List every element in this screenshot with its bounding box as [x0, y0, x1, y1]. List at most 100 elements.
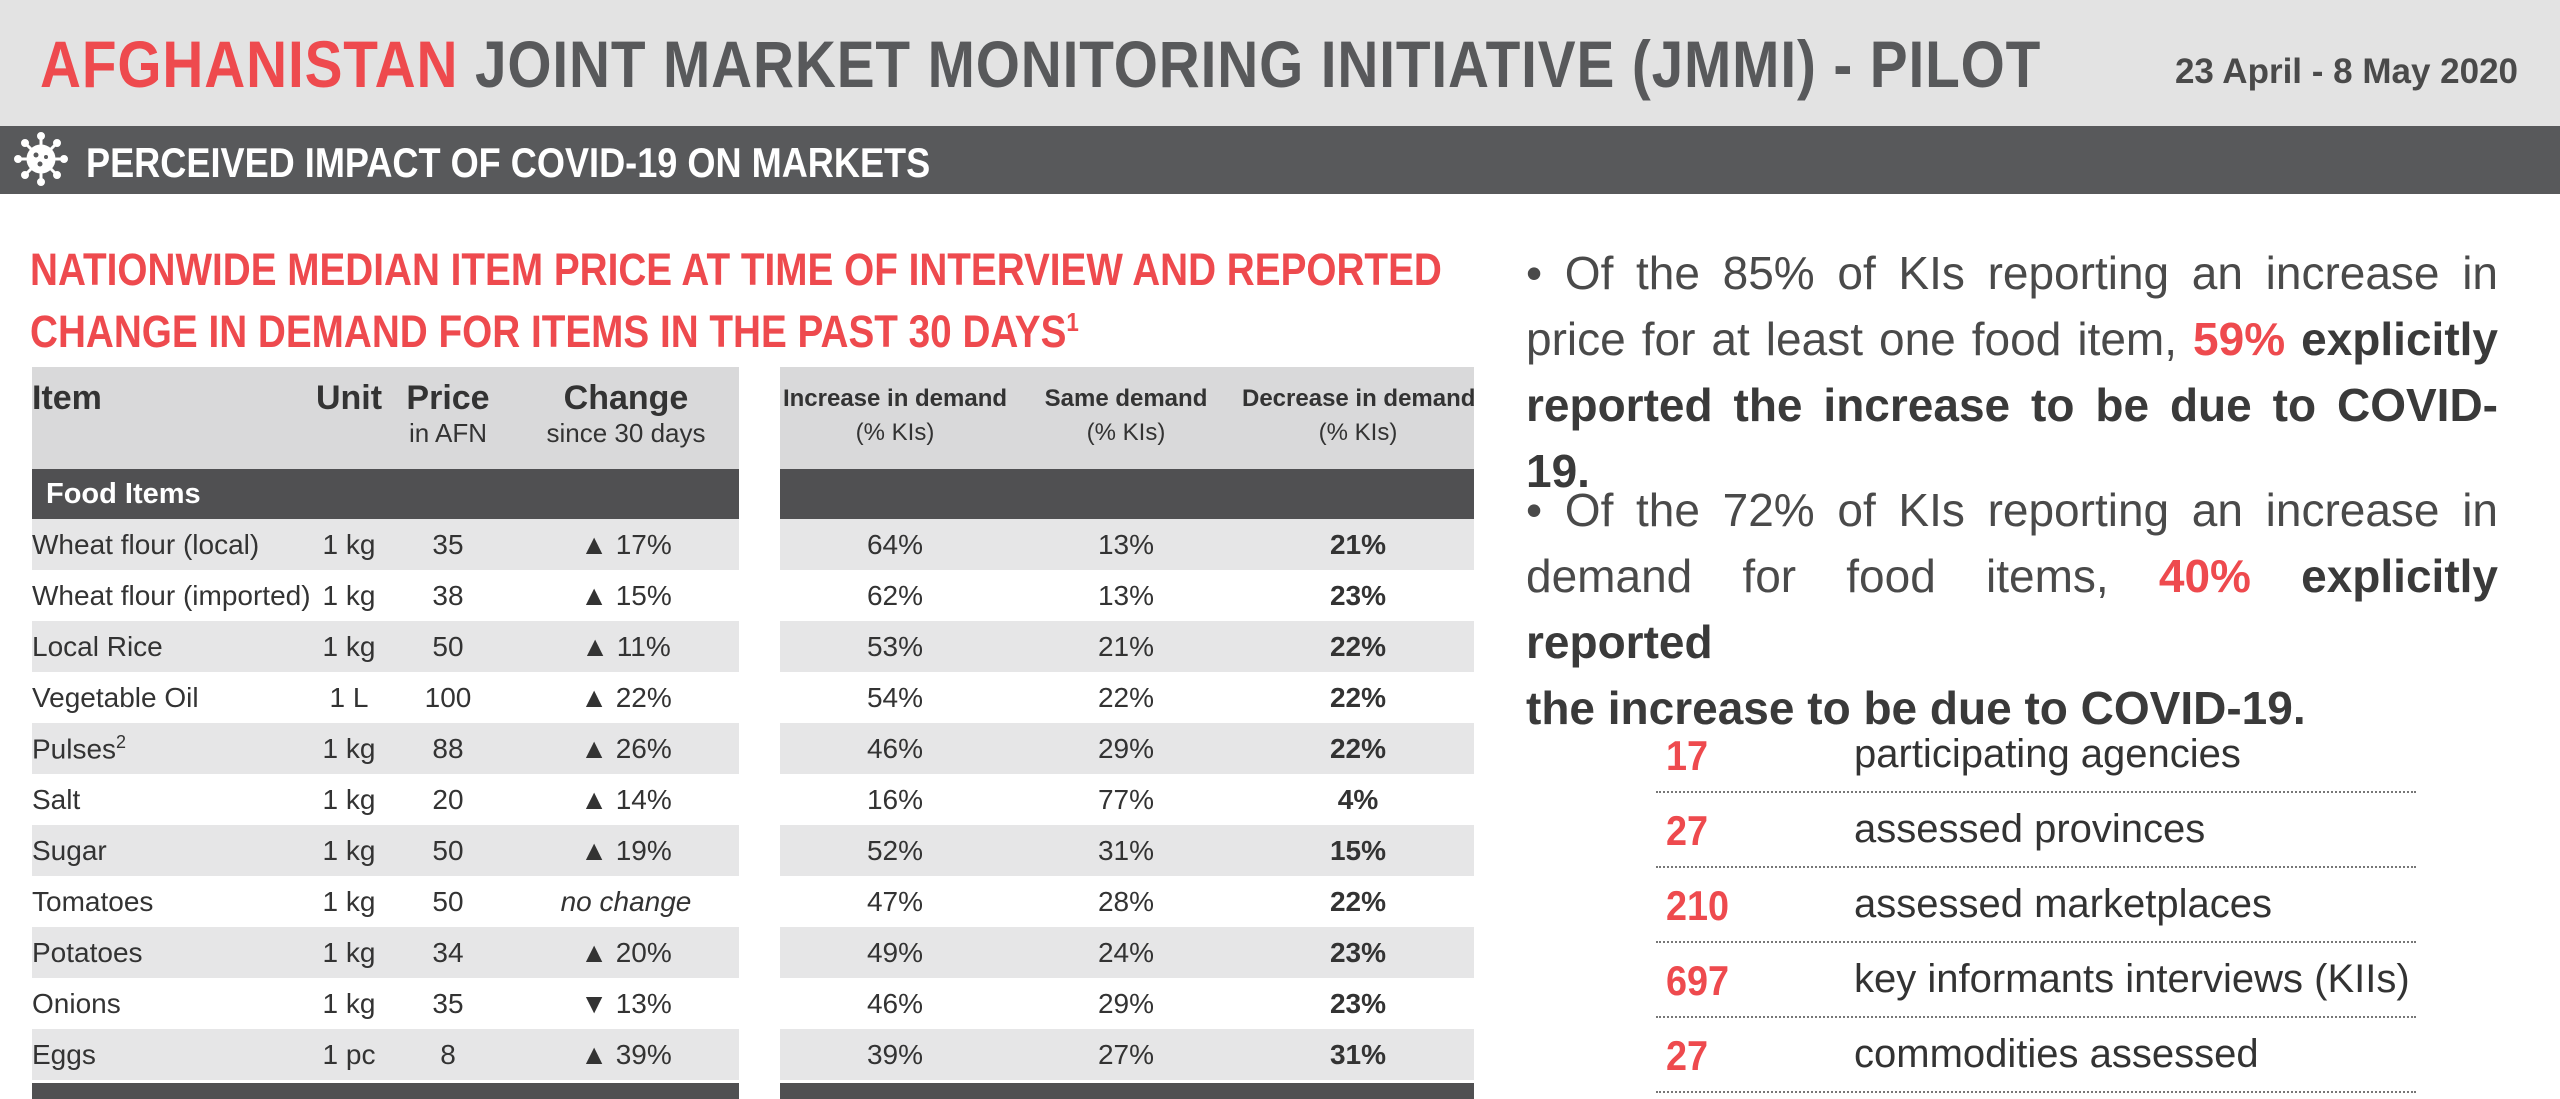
same-cell: 31% [1010, 825, 1242, 876]
category-row: Food Items [32, 469, 739, 519]
stat-label: assessed provinces [1854, 807, 2206, 851]
same-cell: 29% [1010, 723, 1242, 774]
table-row: 47% 28% 22% [780, 876, 1474, 927]
same-cell: 21% [1010, 621, 1242, 672]
category-row-blank [780, 469, 1474, 519]
bullet-line: reported the increase to be due to COVID… [1526, 379, 2498, 497]
change-cell: ▲ 14% [580, 783, 672, 815]
page-title: AFGHANISTAN JOINT MARKET MONITORING INIT… [40, 26, 2041, 102]
unit-cell: 1 kg [322, 885, 376, 917]
increase-cell: 62% [866, 579, 924, 611]
same-cell: 29% [1097, 987, 1155, 1019]
col-change: Change since 30 days [513, 367, 739, 469]
unit-cell: 1 kg [315, 621, 383, 672]
price-cell: 38 [432, 579, 464, 611]
title-bar: AFGHANISTAN JOINT MARKET MONITORING INIT… [0, 0, 2560, 126]
table-row: 49% 24% 23% [780, 927, 1474, 978]
footnote-marker: 2 [116, 731, 127, 752]
price-cell: 88 [383, 723, 513, 774]
arrow-up-icon: ▲ [580, 936, 608, 968]
arrow-up-icon: ▲ [580, 834, 608, 866]
decrease-cell: 31% [1242, 1029, 1474, 1080]
change-cell: no change [560, 885, 692, 917]
item-cell: Eggs [32, 1029, 315, 1080]
table-row: Wheat flour (local) 1 kg 35 ▲ 17% [32, 519, 739, 570]
demand-table: Increase in demand (% KIs) Same demand (% … [780, 367, 1474, 1080]
date-range: 23 April - 8 May 2020 [2174, 52, 2518, 91]
table-row: Eggs 1 pc 8 ▲ 39% [32, 1029, 739, 1080]
item-cell: Salt [32, 783, 81, 815]
same-cell: 77% [1097, 783, 1155, 815]
stat-label: participating agencies [1854, 732, 2241, 776]
price-cell: 20 [432, 783, 464, 815]
change-cell: ▲ 17% [513, 519, 739, 570]
increase-cell: 53% [780, 621, 1010, 672]
increase-cell: 52% [780, 825, 1010, 876]
stat-label: commodities assessed [1854, 1032, 2259, 1076]
table-row: 39% 27% 31% [780, 1029, 1474, 1080]
stat-number: 210 [1666, 882, 1730, 929]
demand-table-header: Increase in demand (% KIs) Same demand (% … [780, 367, 1474, 469]
arrow-down-icon: ▼ [580, 987, 608, 1019]
increase-cell: 46% [780, 723, 1010, 774]
change-cell: ▲ 19% [513, 825, 739, 876]
stat-label: key informants interviews (KIIs) [1854, 957, 2410, 1001]
stat-number: 27 [1666, 807, 1709, 854]
same-cell: 28% [1097, 885, 1155, 917]
price-cell: 50 [383, 621, 513, 672]
change-cell: ▲ 20% [513, 927, 739, 978]
arrow-up-icon: ▲ [580, 783, 608, 815]
same-cell: 13% [1010, 519, 1242, 570]
footnote-marker: 1 [1066, 307, 1079, 337]
stat-row: 27 assessed provinces [1656, 793, 2416, 868]
item-cell: Vegetable Oil [32, 681, 199, 713]
item-cell: Potatoes [32, 927, 315, 978]
table-row: 62% 13% 23% [780, 570, 1474, 621]
demand-table-body: 64% 13% 21% 62% 13% 23% 53% 21% 22% 54% 22% 22% 46% 2… [780, 519, 1474, 1080]
col-price: Price in AFN [383, 367, 513, 469]
stat-row: 27 commodities assessed [1656, 1018, 2416, 1093]
table-row: 54% 22% 22% [780, 672, 1474, 723]
unit-cell: 1 L [329, 681, 369, 713]
col-increase: Increase in demand (% KIs) [780, 367, 1010, 469]
price-cell: 50 [432, 885, 464, 917]
table-row: 64% 13% 21% [780, 519, 1474, 570]
change-cell: ▲ 22% [580, 681, 672, 713]
category-label: Food Items [32, 469, 739, 519]
decrease-cell: 22% [1329, 681, 1387, 713]
increase-cell: 54% [866, 681, 924, 713]
same-cell: 27% [1010, 1029, 1242, 1080]
price-table-header: Item Unit Price in AFN Change since 30 day… [32, 367, 739, 469]
table-title: NATIONWIDE MEDIAN ITEM PRICE AT TIME OF … [30, 244, 1442, 358]
virus-icon [14, 132, 68, 186]
decrease-cell: 4% [1337, 783, 1379, 815]
change-cell: ▼ 13% [580, 987, 672, 1019]
highlight-percent: 40% [2158, 550, 2251, 602]
stat-row: 697 key informants interviews (KIIs) [1656, 943, 2416, 1018]
table-title-line2: CHANGE IN DEMAND FOR ITEMS IN THE PAST 3… [30, 296, 1442, 358]
stat-number: 27 [1666, 1032, 1709, 1079]
same-cell: 24% [1010, 927, 1242, 978]
price-table-footer-bar [32, 1083, 739, 1099]
item-cell: Onions [32, 987, 121, 1019]
decrease-cell: 22% [1242, 621, 1474, 672]
change-cell: ▲ 39% [513, 1029, 739, 1080]
stat-row: 17 participating agencies [1656, 718, 2416, 793]
price-cell: 50 [383, 825, 513, 876]
price-cell: 100 [424, 681, 472, 713]
table-row: Tomatoes 1 kg 50 no change [32, 876, 739, 927]
price-cell: 34 [383, 927, 513, 978]
arrow-up-icon: ▲ [580, 681, 608, 713]
table-title-line2-text: CHANGE IN DEMAND FOR ITEMS IN THE PAST 3… [30, 306, 1067, 357]
stat-number: 17 [1666, 732, 1709, 779]
table-title-line1: NATIONWIDE MEDIAN ITEM PRICE AT TIME OF … [30, 244, 1442, 295]
price-table-body: Wheat flour (local) 1 kg 35 ▲ 17% Wheat flou… [32, 519, 739, 1080]
bullet-price-covid: • Of the 85% of KIs reporting an increas… [1526, 240, 2498, 504]
item-cell: Sugar [32, 825, 315, 876]
arrow-up-icon: ▲ [580, 528, 608, 560]
decrease-cell: 23% [1242, 927, 1474, 978]
decrease-cell: 21% [1242, 519, 1474, 570]
arrow-up-icon: ▲ [581, 630, 609, 662]
arrow-up-icon: ▲ [580, 1038, 608, 1070]
stat-number: 697 [1666, 957, 1730, 1004]
